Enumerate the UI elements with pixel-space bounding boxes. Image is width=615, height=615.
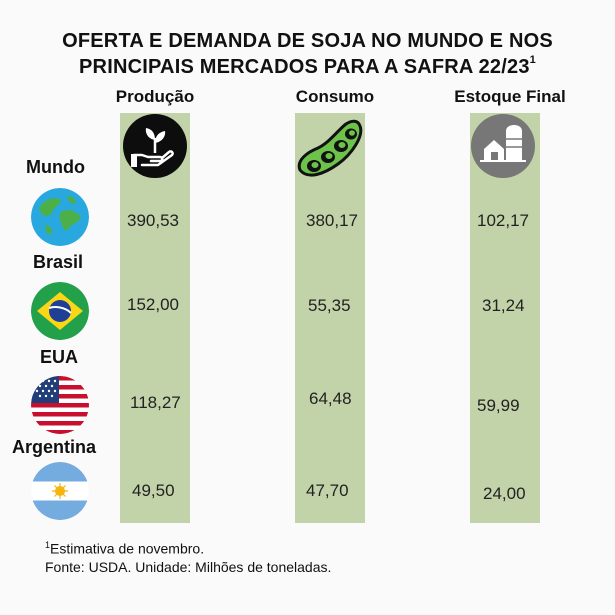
argentina-flag-icon xyxy=(31,462,89,520)
column-bg-producao xyxy=(120,113,190,523)
cell-eua-estoque: 59,99 xyxy=(477,396,520,415)
cell-eua-producao: 118,27 xyxy=(130,393,181,412)
cell-mundo-producao: 390,53 xyxy=(127,211,179,230)
title-footnote-mark: 1 xyxy=(529,54,536,66)
row-label-argentina: Argentina xyxy=(12,437,97,457)
globe-icon xyxy=(31,188,89,246)
cell-argentina-consumo: 47,70 xyxy=(306,481,349,500)
cell-argentina-producao: 49,50 xyxy=(132,481,175,500)
soybean-pod-icon xyxy=(297,119,363,177)
column-header-estoque: Estoque Final xyxy=(454,87,566,106)
cell-brasil-producao: 152,00 xyxy=(127,295,179,314)
cell-brasil-estoque: 31,24 xyxy=(482,296,525,315)
footnote-mark: 1 xyxy=(45,540,51,550)
cell-eua-consumo: 64,48 xyxy=(309,389,352,408)
brazil-flag-icon xyxy=(31,282,89,340)
footnote-text: Estimativa de novembro. xyxy=(50,540,205,557)
chart-title-line-2: PRINCIPAIS MERCADOS PARA A SAFRA 22/231 xyxy=(0,54,615,79)
row-label-brasil: Brasil xyxy=(33,252,84,272)
cell-brasil-consumo: 55,35 xyxy=(308,296,351,315)
farm-silo-icon xyxy=(471,114,535,178)
cell-mundo-estoque: 102,17 xyxy=(477,211,529,230)
column-bg-consumo xyxy=(295,113,365,523)
row-label-mundo: Mundo xyxy=(26,157,85,177)
source-note: Fonte: USDA. Unidade: Milhões de tonelad… xyxy=(45,559,332,575)
plant-in-hand-icon xyxy=(123,114,187,178)
footnote: 1Estimativa de novembro. xyxy=(45,540,204,557)
chart-title-line-1: OFERTA E DEMANDA DE SOJA NO MUNDO E NOS xyxy=(62,30,553,52)
column-header-consumo: Consumo xyxy=(295,87,375,106)
title-line-2-text: PRINCIPAIS MERCADOS PARA A SAFRA 22/23 xyxy=(79,56,530,78)
column-bg-estoque xyxy=(470,113,540,523)
usa-flag-icon xyxy=(31,376,89,434)
cell-argentina-estoque: 24,00 xyxy=(483,484,526,503)
row-label-eua: EUA xyxy=(40,347,79,367)
column-header-producao: Produção xyxy=(115,87,195,106)
cell-mundo-consumo: 380,17 xyxy=(306,211,358,230)
